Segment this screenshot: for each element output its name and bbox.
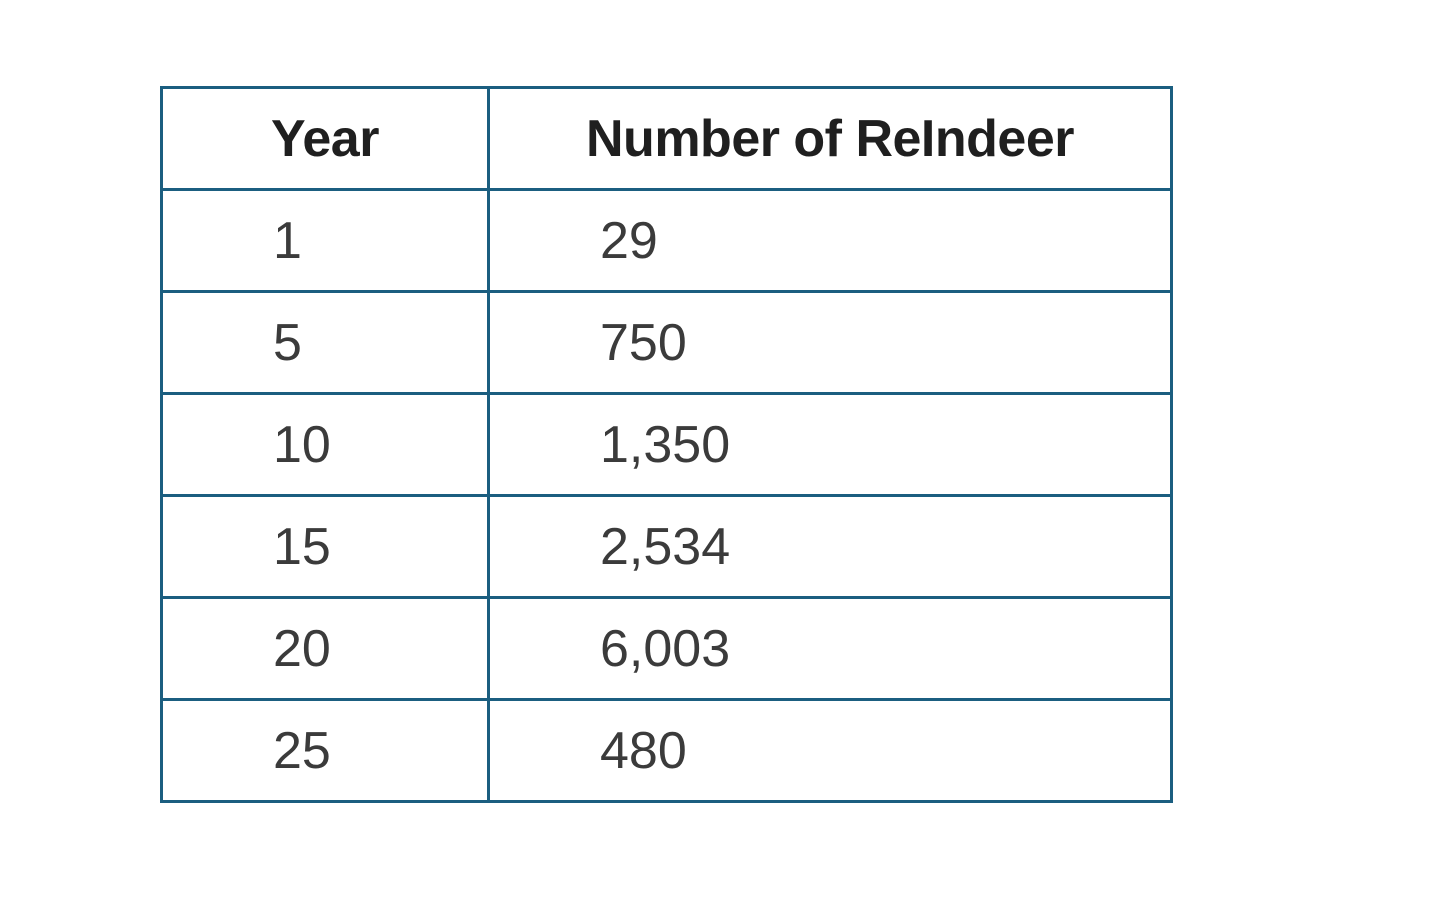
year-cell: 1 (160, 188, 490, 293)
table-row: 10 1,350 (160, 392, 1173, 497)
table-row: 25 480 (160, 698, 1173, 803)
reindeer-table: Year Number of ReIndeer 1 29 5 750 10 1,… (160, 86, 1173, 803)
year-cell: 5 (160, 290, 490, 395)
reindeer-count-cell: 750 (487, 290, 1173, 395)
year-cell: 15 (160, 494, 490, 599)
table-row: 5 750 (160, 290, 1173, 395)
reindeer-count-cell: 29 (487, 188, 1173, 293)
reindeer-count-cell: 480 (487, 698, 1173, 803)
table-row: 15 2,534 (160, 494, 1173, 599)
reindeer-count-cell: 1,350 (487, 392, 1173, 497)
year-cell: 25 (160, 698, 490, 803)
table-row: 1 29 (160, 188, 1173, 293)
column-header-number-of-reindeer: Number of ReIndeer (487, 86, 1173, 191)
header-row: Year Number of ReIndeer (160, 86, 1173, 191)
column-header-year: Year (160, 86, 490, 191)
reindeer-count-cell: 6,003 (487, 596, 1173, 701)
reindeer-count-cell: 2,534 (487, 494, 1173, 599)
year-cell: 10 (160, 392, 490, 497)
reindeer-table-container: Year Number of ReIndeer 1 29 5 750 10 1,… (160, 86, 1173, 803)
year-cell: 20 (160, 596, 490, 701)
table-row: 20 6,003 (160, 596, 1173, 701)
